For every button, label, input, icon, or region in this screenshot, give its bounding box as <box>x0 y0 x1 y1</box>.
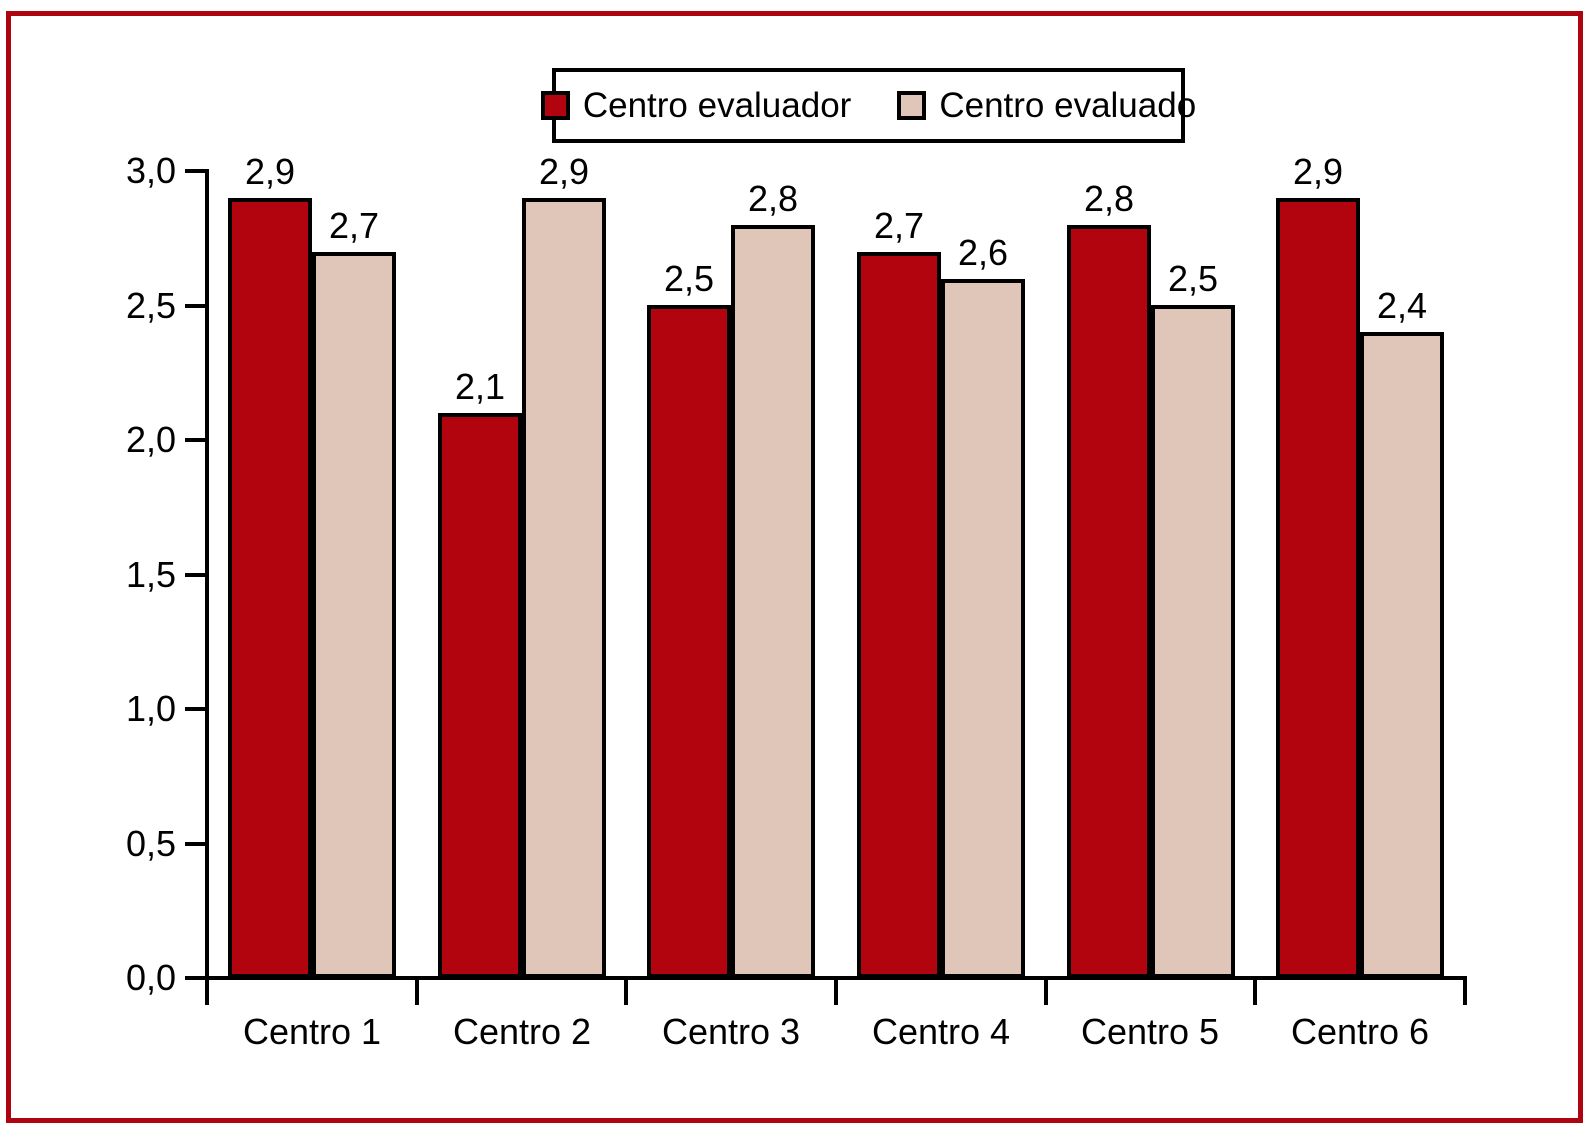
bar-value-label: 2,1 <box>454 366 506 407</box>
bar-value-label: 2,7 <box>873 205 925 246</box>
x-axis-tick <box>1253 976 1258 1005</box>
chart-frame <box>6 11 1583 1123</box>
bar-value-label: 2,5 <box>1167 258 1219 299</box>
bar-value-label: 2,7 <box>328 205 380 246</box>
x-axis-tick <box>414 976 419 1005</box>
legend-item-centro-evaluador: Centro evaluador <box>540 85 852 126</box>
y-axis-tick-label: 2,0 <box>125 419 176 460</box>
y-axis-tick <box>185 572 207 577</box>
legend-item-centro-evaluado: Centro evaluado <box>897 86 1196 126</box>
y-axis-tick-label: 1,0 <box>125 688 176 729</box>
bar-value-label: 2,8 <box>1083 178 1135 219</box>
y-axis-tick <box>185 169 207 173</box>
x-axis-line <box>185 976 1465 980</box>
y-axis-tick <box>185 841 207 846</box>
bar-centro-evaluador <box>438 413 522 978</box>
x-axis-category-label: Centro 1 <box>242 1011 382 1052</box>
x-axis-tick <box>1043 976 1048 1005</box>
bar-centro-evaluado <box>1151 305 1235 978</box>
legend-label-evaluado: Centro evaluado <box>939 85 1197 125</box>
bar-value-label: 2,6 <box>957 232 1009 273</box>
y-axis-tick <box>185 707 207 711</box>
y-axis-tick-label: 2,5 <box>125 284 176 326</box>
bar-centro-evaluador <box>1067 225 1151 978</box>
y-axis-tick-label: 3,0 <box>125 150 176 191</box>
bar-centro-evaluado <box>312 252 396 978</box>
y-axis-tick <box>185 303 207 308</box>
x-axis-tick <box>834 976 838 1005</box>
bar-centro-evaluador <box>647 305 731 978</box>
legend-label-evaluador: Centro evaluador <box>582 85 852 125</box>
legend-swatch-evaluado-icon <box>897 91 927 120</box>
y-axis-tick <box>185 438 207 442</box>
bar-centro-evaluador <box>1276 198 1360 978</box>
bar-centro-evaluador <box>857 252 941 978</box>
bar-value-label: 2,9 <box>1292 151 1344 192</box>
y-axis-tick-label: 0,0 <box>125 957 176 998</box>
bar-value-label: 2,4 <box>1376 285 1428 326</box>
x-axis-category-label: Centro 2 <box>452 1011 592 1052</box>
bar-value-label: 2,5 <box>663 258 715 299</box>
bar-centro-evaluado <box>941 279 1025 978</box>
y-axis-line <box>205 169 209 1005</box>
bar-centro-evaluado <box>522 198 606 978</box>
x-axis-tick <box>1463 976 1467 1005</box>
legend: Centro evaluador Centro evaluado <box>540 68 1196 143</box>
x-axis-category-label: Centro 4 <box>871 1011 1011 1052</box>
bar-centro-evaluado <box>1360 332 1444 978</box>
x-axis-category-label: Centro 3 <box>661 1011 801 1052</box>
y-axis-tick-label: 1,5 <box>125 553 176 595</box>
x-axis-category-label: Centro 6 <box>1290 1011 1430 1052</box>
bar-value-label: 2,9 <box>244 151 296 192</box>
x-axis-category-label: Centro 5 <box>1080 1011 1220 1052</box>
x-axis-tick <box>624 976 629 1005</box>
bar-centro-evaluado <box>731 225 815 978</box>
bar-value-label: 2,9 <box>538 151 590 192</box>
bar-centro-evaluador <box>228 198 312 978</box>
legend-swatch-evaluador-icon <box>540 91 570 120</box>
y-axis-tick-label: 0,5 <box>125 822 176 864</box>
bar-value-label: 2,8 <box>747 178 799 219</box>
